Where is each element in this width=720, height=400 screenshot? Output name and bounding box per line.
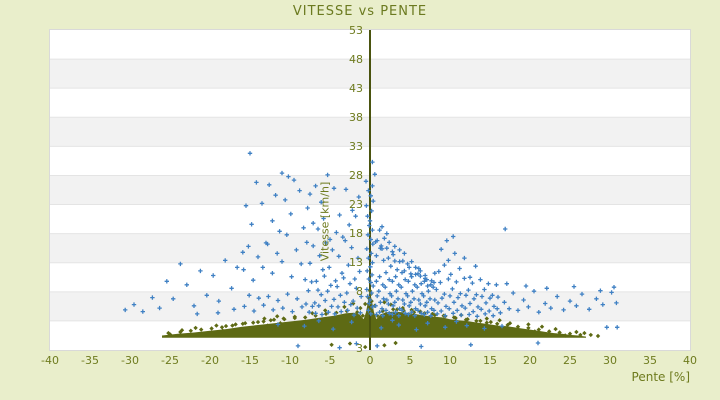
x-tick-label: -40 (41, 354, 59, 367)
x-tick-label: -5 (324, 354, 336, 367)
y-tick-label: 48 (349, 52, 363, 66)
x-tick-label: -10 (281, 354, 299, 367)
y-tick-label: 33 (349, 139, 363, 153)
x-tick-label: -15 (241, 354, 259, 367)
x-tick-label: -30 (121, 354, 139, 367)
x-tick-label: -25 (161, 354, 179, 367)
y-tick-label: 28 (349, 168, 363, 182)
y-tick-label: 13 (349, 256, 363, 270)
y-tick-label: 8 (356, 285, 363, 299)
x-tick-label: 30 (603, 354, 617, 367)
x-tick-label: 25 (563, 354, 577, 367)
y-tick-label: 43 (349, 81, 363, 95)
y-tick-label: 18 (349, 227, 363, 241)
plot-area (49, 29, 691, 351)
x-tick-label: 0 (366, 354, 374, 367)
x-tick-label: 35 (643, 354, 657, 367)
y-tick-label: 53 (349, 23, 363, 37)
x-axis-title: Pente [%] (631, 370, 690, 384)
scatter-plot (50, 30, 690, 350)
x-tick-label: -20 (201, 354, 219, 367)
x-tick-label: 10 (443, 354, 457, 367)
x-tick-label: 15 (483, 354, 497, 367)
chart-title: VITESSE vs PENTE (292, 4, 428, 19)
x-tick-label: 40 (683, 354, 697, 367)
x-tick-label: 20 (523, 354, 537, 367)
y-tick-label: 3 (356, 341, 363, 355)
x-tick-label: -35 (81, 354, 99, 367)
y-tick-label: 38 (349, 110, 363, 124)
y-tick-label: 23 (349, 198, 363, 212)
x-tick-label: 5 (406, 354, 414, 367)
y-axis-title: Vitesse [km/h] (318, 181, 332, 262)
